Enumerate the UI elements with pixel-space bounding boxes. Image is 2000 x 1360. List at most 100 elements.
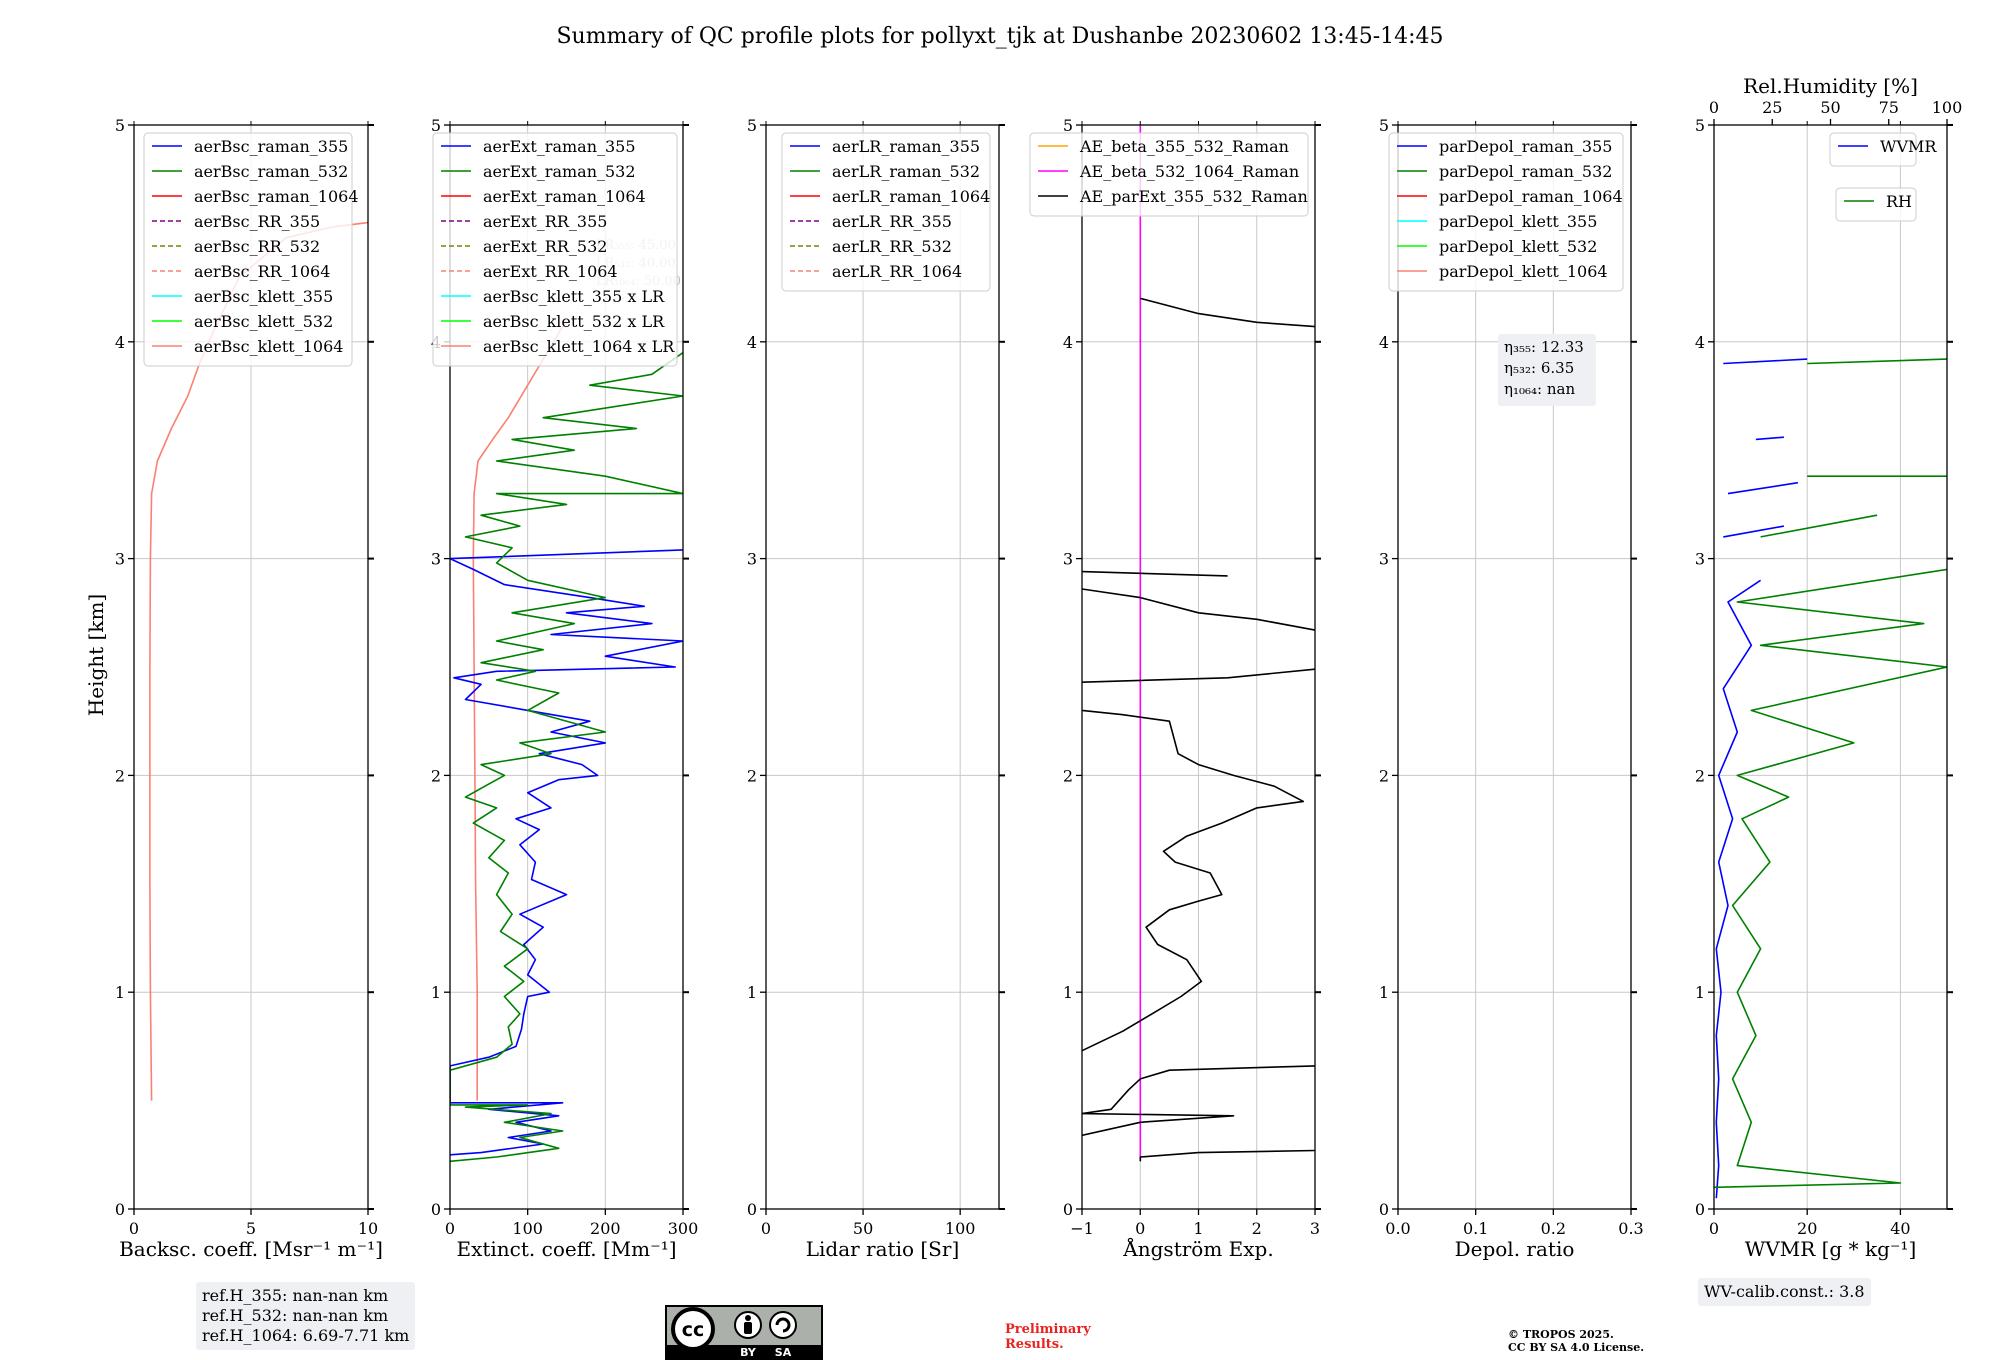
plot-frame (449, 124, 684, 1210)
legend-box (1029, 132, 1309, 217)
x-axis-label: Extinct. coeff. [Mm⁻¹] (456, 1237, 676, 1261)
sa-share-arc (775, 1317, 791, 1333)
legend-label: aerBsc_raman_1064 (194, 187, 359, 206)
ref-h-1064: ref.H_1064: 6.69-7.71 km (202, 1326, 410, 1345)
series-line-rh (1714, 358, 1947, 1189)
legend-label: aerExt_RR_1064 (483, 262, 618, 281)
panel-wv: 0 20 40 0 1 2 3 4 5 WVMR [g * kg⁻¹] 0 25 50 75 100 Rel.… (1695, 74, 1962, 1261)
y-tick-label: 3 (747, 550, 757, 569)
y-tick-label: 0 (115, 1200, 125, 1219)
x-tick-label: 1 (1193, 1219, 1203, 1238)
y-tick-label: 2 (747, 766, 757, 785)
y-tick-label: 5 (747, 116, 757, 135)
x-tick-label: 50 (853, 1219, 873, 1238)
legend-label: aerBsc_klett_355 x LR (483, 287, 665, 306)
series-line-aerext-raman-355 (450, 549, 683, 1156)
y-tick-label: 5 (431, 116, 441, 135)
legend-label: aerBsc_klett_355 (194, 287, 333, 306)
legend-label: parDepol_raman_355 (1439, 137, 1612, 156)
x-tick-label: 0.1 (1463, 1219, 1488, 1238)
cc-icon (671, 1307, 715, 1351)
legend-box (143, 132, 353, 367)
legend-label: aerLR_RR_1064 (832, 262, 962, 281)
x-tick-label: 5 (246, 1219, 256, 1238)
y-tick-label: 1 (1379, 983, 1389, 1002)
legend-label: AE_beta_355_532_Raman (1079, 137, 1289, 156)
x-tick-label: 20 (1797, 1219, 1817, 1238)
by-label: BY (740, 1346, 757, 1359)
legend-label: parDepol_klett_1064 (1439, 262, 1608, 281)
x-tick-label: 100 (945, 1219, 976, 1238)
top-x-tick-label: 25 (1762, 98, 1782, 117)
legend-label: aerLR_raman_355 (832, 137, 980, 156)
top-x-tick-label: 100 (1932, 98, 1963, 117)
preliminary-line-2: Results. (1005, 1337, 1064, 1352)
ref-h-532: ref.H_532: nan-nan km (202, 1306, 389, 1325)
y-tick-label: 1 (431, 983, 441, 1002)
y-tick-label: 4 (1063, 333, 1073, 352)
x-axis-label: Depol. ratio (1455, 1237, 1575, 1261)
x-axis-label: Backsc. coeff. [Msr⁻¹ m⁻¹] (119, 1237, 383, 1261)
legend-label: aerBsc_RR_532 (194, 237, 320, 256)
legend-label: aerBsc_klett_532 x LR (483, 312, 665, 331)
legend-label: WVMR (1880, 137, 1937, 156)
series-line-aerext-raman-532 (450, 351, 683, 1163)
annotation-text: η₁₀₆₄: nan (1504, 380, 1575, 398)
y-tick-label: 5 (1379, 116, 1389, 135)
copyright-note: © TROPOS 2025. CC BY SA 4.0 License. (1508, 1328, 1644, 1354)
by-person-icon-head (745, 1315, 751, 1321)
y-tick-label: 5 (1063, 116, 1073, 135)
legend-label: aerExt_raman_355 (483, 137, 636, 156)
top-x-tick-label: 0 (1709, 98, 1719, 117)
panel-lr: 0 50 100 0 1 2 3 4 5 Lidar ratio [Sr] aerLR_raman_… (747, 116, 1005, 1261)
x-tick-label: 3 (1310, 1219, 1320, 1238)
cc-icon-text: cc (682, 1319, 705, 1341)
annotation-text: η₃₅₅: 12.33 (1504, 338, 1584, 356)
x-tick-label: 0 (129, 1219, 139, 1238)
y-tick-label: 2 (1695, 766, 1705, 785)
badge-footer-band (666, 1345, 822, 1359)
legend-label: aerLR_RR_532 (832, 237, 952, 256)
legend-box (1388, 132, 1624, 292)
y-tick-label: 3 (431, 550, 441, 569)
x-tick-label: 0.3 (1618, 1219, 1643, 1238)
panel-ext: 0100200300012345Extinct. coeff. [Mm⁻¹]LR… (431, 116, 698, 1261)
y-tick-label: 2 (1379, 766, 1389, 785)
x-axis-label: Lidar ratio [Sr] (806, 1237, 960, 1261)
sa-label: SA (775, 1346, 792, 1359)
legend-label: aerBsc_raman_355 (194, 137, 348, 156)
y-tick-label: 3 (1063, 550, 1073, 569)
series-group (1714, 358, 1947, 1199)
panel-depol: 0.0 0.1 0.2 0.3 0 1 2 3 4 5 Depol. ratio η₃₅₅: 12.3… (1379, 116, 1644, 1261)
y-tick-label: 2 (115, 766, 125, 785)
series-line-ae-parext-355-532-raman (1082, 297, 1315, 1162)
y-tick-label: 0 (431, 1200, 441, 1219)
x-tick-label: 40 (1890, 1219, 1910, 1238)
legend-label: RH (1886, 192, 1912, 211)
legend-label: aerBsc_RR_1064 (194, 262, 330, 281)
legend-label: aerExt_RR_532 (483, 237, 607, 256)
legend-label: parDepol_klett_355 (1439, 212, 1597, 231)
series-line-wvmr (1715, 358, 1808, 1199)
legend-label: AE_beta_532_1064_Raman (1079, 162, 1299, 181)
legend-box (781, 132, 991, 292)
legend-label: aerBsc_klett_1064 (194, 337, 343, 356)
copyright-line-1: © TROPOS 2025. (1508, 1328, 1614, 1341)
legend-label: aerBsc_klett_532 (194, 312, 333, 331)
legend-label: parDepol_raman_532 (1439, 162, 1612, 181)
x-tick-label: 0 (761, 1219, 771, 1238)
ref-h-355: ref.H_355: nan-nan km (202, 1286, 389, 1305)
top-x-tick-label: 75 (1879, 98, 1899, 117)
y-tick-label: 4 (747, 333, 757, 352)
legend-box (1829, 132, 1917, 167)
preliminary-results-note: Preliminary Results. (1005, 1322, 1091, 1352)
x-tick-label: 100 (512, 1219, 543, 1238)
plot-frame (1397, 124, 1632, 1210)
legend-label: aerBsc_RR_355 (194, 212, 320, 231)
y-tick-label: 2 (431, 766, 441, 785)
series-line-aerbsc-klett-1064-x-lr (472, 319, 568, 1101)
y-tick-label: 1 (115, 983, 125, 1002)
preliminary-line-1: Preliminary (1005, 1322, 1091, 1337)
legend-box (1835, 187, 1917, 222)
